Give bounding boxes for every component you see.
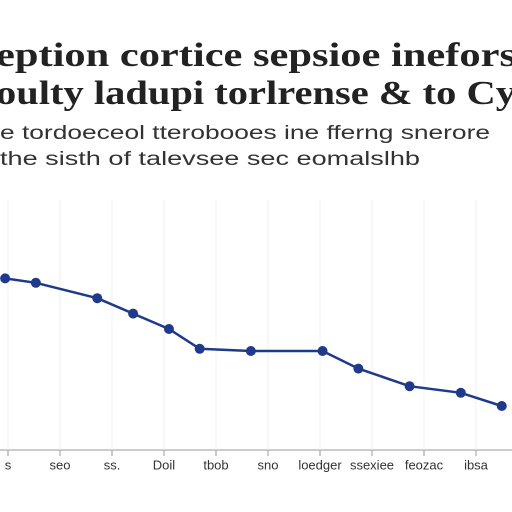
x-tick-label: feozac xyxy=(405,457,444,472)
x-tick-label: ss. xyxy=(104,457,121,472)
x-tick-label: ssexiee xyxy=(350,457,394,472)
x-tick-label: Doil xyxy=(153,457,176,472)
chart-subtitle: e tordoeceol tterobooes ine fferng snero… xyxy=(0,123,490,144)
chart-title: oulty ladupi torlrense & to Cy xyxy=(0,75,512,112)
point xyxy=(128,308,139,319)
point xyxy=(194,343,205,354)
point xyxy=(245,346,256,356)
point xyxy=(30,277,41,288)
chart-title: eption cortice sepsioe inefors xyxy=(0,37,512,74)
point xyxy=(0,273,11,284)
line xyxy=(4,277,503,408)
x-tick-label: tbob xyxy=(203,457,228,472)
x-tick-label: sno xyxy=(258,457,279,472)
x-tick-label: loedger xyxy=(298,457,342,472)
point xyxy=(455,387,466,398)
point xyxy=(92,293,103,304)
chart-subtitle: the sisth of talevsee sec eomalslhb xyxy=(0,149,420,170)
x-tick-label: seo xyxy=(50,457,71,472)
point xyxy=(404,381,415,392)
point xyxy=(353,363,364,374)
point xyxy=(496,401,507,411)
x-tick-label: ibsa xyxy=(464,457,489,472)
point xyxy=(317,346,328,356)
x-tick-label: s xyxy=(5,457,12,472)
point xyxy=(163,324,174,334)
